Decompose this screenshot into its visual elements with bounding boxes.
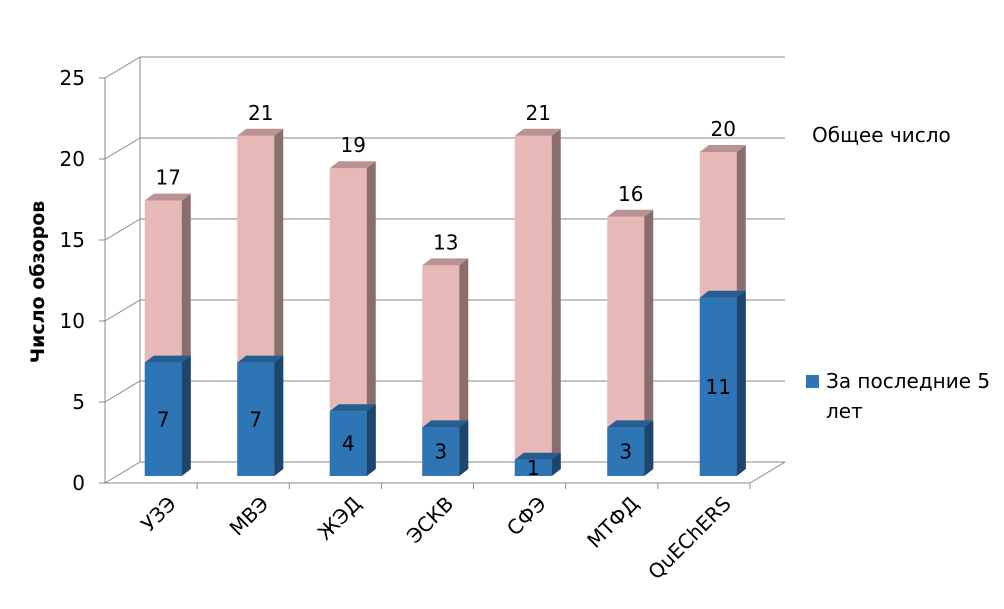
y-tick-label: 20 <box>60 147 85 171</box>
data-label: 21 <box>526 101 551 125</box>
data-label: 1 <box>527 456 540 480</box>
bar <box>237 355 284 476</box>
bar-top <box>144 355 191 363</box>
bar-top <box>237 355 284 363</box>
bar-side <box>366 404 376 476</box>
data-label: 17 <box>156 166 181 190</box>
data-label: 20 <box>711 117 736 141</box>
bar-front <box>607 216 645 477</box>
x-tick-label: ЭСКВ <box>402 492 458 548</box>
bar-front <box>699 297 737 476</box>
bar <box>514 128 561 477</box>
x-tick-label: УЗЭ <box>136 492 181 537</box>
x-tick-label: МВЭ <box>225 492 274 541</box>
bar-front <box>514 135 552 477</box>
data-label: 16 <box>618 182 643 206</box>
bar-top <box>607 420 654 428</box>
grid-line <box>104 137 141 160</box>
bar <box>514 452 561 476</box>
data-label: 3 <box>434 440 447 464</box>
bar-front <box>514 459 552 476</box>
bar-side <box>644 420 654 476</box>
bar <box>144 355 191 476</box>
legend-entry: Общее число <box>812 123 951 147</box>
bar-top <box>699 290 746 298</box>
bar-top <box>329 404 376 412</box>
data-label: 7 <box>249 407 262 431</box>
x-tick-label: QuEChERS <box>643 492 736 585</box>
bar-front <box>144 362 182 476</box>
y-tick-label: 25 <box>60 66 85 90</box>
bar-side <box>736 290 746 476</box>
grid-line <box>104 56 141 79</box>
bar-top <box>237 128 284 136</box>
legend-swatch <box>806 375 819 388</box>
grid-line <box>104 461 141 484</box>
bar-front <box>329 168 367 476</box>
data-label: 7 <box>157 407 170 431</box>
bar <box>607 420 654 476</box>
bar <box>699 290 746 476</box>
y-tick-label: 0 <box>72 471 85 495</box>
bar-side <box>366 161 376 476</box>
floor <box>749 461 786 484</box>
bar-top <box>422 420 469 428</box>
bar-front <box>329 411 367 476</box>
bar-front <box>237 362 275 476</box>
y-axis-label: Число обзоров <box>27 201 49 364</box>
bar-side <box>181 355 191 476</box>
data-label: 19 <box>341 133 366 157</box>
bar-top <box>607 209 654 217</box>
y-tick-label: 10 <box>60 309 85 333</box>
data-label: 11 <box>706 375 731 399</box>
bar-front <box>607 427 645 476</box>
y-tick-label: 15 <box>60 228 85 252</box>
bar-side <box>274 355 284 476</box>
data-label: 3 <box>619 440 632 464</box>
bar-top <box>514 128 561 136</box>
data-label: 4 <box>342 432 355 456</box>
bar-top <box>329 161 376 169</box>
bar <box>329 404 376 476</box>
bar-side <box>551 128 561 477</box>
bar <box>329 161 376 476</box>
grid-line <box>104 218 141 241</box>
data-label: 21 <box>248 101 273 125</box>
legend-entry: За последние 5 лет <box>806 366 996 426</box>
legend-label: За последние 5 лет <box>826 369 991 423</box>
bar-top <box>144 193 191 201</box>
bar <box>422 420 469 476</box>
bar-side <box>459 420 469 476</box>
bar-front <box>422 427 460 476</box>
grid-line <box>104 380 141 403</box>
grid-line <box>104 299 141 322</box>
bar-side <box>551 452 561 476</box>
x-tick-label: ЖЭД <box>313 492 366 545</box>
data-label: 13 <box>433 230 458 254</box>
bar <box>607 209 654 477</box>
y-tick-label: 5 <box>72 390 85 414</box>
bar-top <box>699 145 746 152</box>
bar-top <box>514 452 561 460</box>
bar-side <box>644 209 654 477</box>
x-tick-label: СФЭ <box>502 492 551 541</box>
bar-top <box>422 258 469 266</box>
x-tick-label: МТФД <box>582 492 643 553</box>
